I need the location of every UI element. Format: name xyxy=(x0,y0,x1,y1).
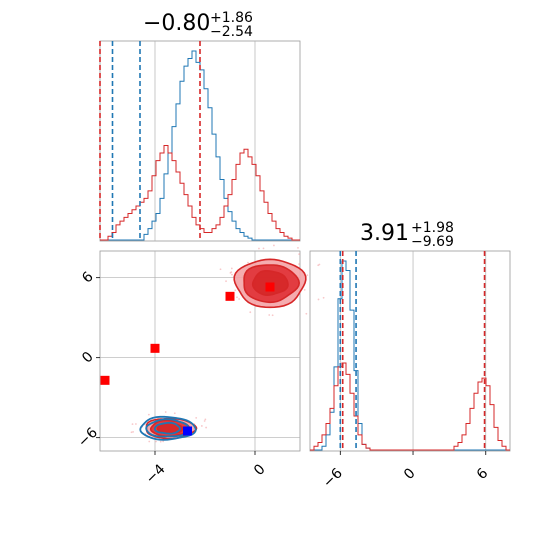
contour-levels xyxy=(139,258,307,441)
contour-bottom-left-panel: −6 0 6 −4 0 xyxy=(75,244,325,487)
scatter-dot xyxy=(195,416,198,419)
marker-point-3 xyxy=(100,375,110,385)
scatter-dot xyxy=(225,280,227,283)
scatter-dot xyxy=(164,411,167,413)
hist-top-left-grid xyxy=(154,41,256,241)
contour-ytick-label-2: 6 xyxy=(79,269,97,287)
scatter-dot xyxy=(298,263,301,265)
title-y-param: 3.91 +1.98 −9.69 xyxy=(360,220,454,250)
scatter-dot xyxy=(305,312,308,315)
scatter-dot xyxy=(273,244,275,247)
marker-point-2 xyxy=(150,343,160,353)
scatter-dot xyxy=(247,261,249,264)
title-x-param: −0.80 +1.86 −2.54 xyxy=(143,10,253,40)
scatter-dot xyxy=(249,311,252,314)
title-x-sup: +1.86 xyxy=(210,10,253,26)
scatter-dot xyxy=(155,440,157,443)
contour-x-ticks: −4 0 xyxy=(143,451,269,487)
scatter-dot xyxy=(159,440,162,443)
scatter-dot xyxy=(236,296,238,299)
hist1-series-red xyxy=(100,145,300,241)
scatter-dot xyxy=(303,288,306,291)
hist-bottom-right-panel: −6 0 6 3.91 +1.98 −9.69 xyxy=(309,220,511,491)
scatter-dot xyxy=(130,431,133,434)
scatter-dot xyxy=(322,296,325,299)
scatter-dot xyxy=(298,253,301,256)
scatter-dot xyxy=(131,423,134,426)
hist2-xtick-label-1: 0 xyxy=(401,465,419,483)
title-y-main: 3.91 xyxy=(360,221,409,246)
scatter-dot xyxy=(268,314,271,316)
hist-bottom-right-quantiles xyxy=(339,251,486,451)
hist-bottom-right-frame xyxy=(309,250,511,452)
scatter-dot xyxy=(271,314,274,317)
scatter-dot xyxy=(231,273,233,276)
hist2-xtick-label-2: 6 xyxy=(474,465,492,483)
hist-top-left-steps xyxy=(100,50,300,241)
contour-frame xyxy=(99,250,301,452)
marker-point-1 xyxy=(265,282,275,292)
scatter-dot xyxy=(135,423,137,425)
marker-point-4 xyxy=(183,426,192,436)
contour-markers xyxy=(100,282,275,436)
contour-xtick-label-0: −4 xyxy=(143,461,169,487)
scatter-dot xyxy=(297,247,299,249)
scatter-dot xyxy=(318,263,321,266)
scatter-dot xyxy=(204,418,207,421)
scatter-dot xyxy=(258,247,260,250)
contour-xtick-label-1: 0 xyxy=(251,461,269,479)
hist2-series-red xyxy=(310,362,510,451)
title-x-main: −0.80 xyxy=(143,11,210,36)
scatter-dot xyxy=(230,271,233,274)
title-x-sub: −2.54 xyxy=(210,24,253,40)
hist-bottom-right-steps xyxy=(310,260,510,451)
contour-blue-mode2-level2 xyxy=(154,421,181,435)
scatter-dot xyxy=(317,298,320,301)
scatter-dot xyxy=(148,440,151,443)
scatter-dot xyxy=(147,413,150,416)
scatter-dot xyxy=(205,426,208,429)
marker-point-0 xyxy=(225,291,235,301)
scatter-dot xyxy=(219,268,222,271)
title-y-sub: −9.69 xyxy=(411,234,454,250)
hist-bottom-right-x-ticks: −6 0 6 xyxy=(320,451,491,491)
contour-ytick-label-1: 0 xyxy=(79,349,97,367)
scatter-dot xyxy=(200,425,203,427)
scatter-dot xyxy=(132,430,134,433)
scatter-dot xyxy=(234,289,237,292)
title-y-sup: +1.98 xyxy=(411,220,454,236)
scatter-dot xyxy=(238,298,241,300)
contour-blue-mode2-level1 xyxy=(145,418,190,438)
contour-ytick-label-0: −6 xyxy=(75,425,101,451)
hist-top-left-quantiles xyxy=(99,41,201,241)
hist-top-left-panel: −0.80 +1.86 −2.54 xyxy=(99,10,301,242)
contour-y-ticks: −6 0 6 xyxy=(75,269,101,451)
scatter-dot xyxy=(230,267,233,270)
scatter-dot xyxy=(306,274,309,277)
hist2-xtick-label-0: −6 xyxy=(320,465,346,491)
scatter-dot xyxy=(262,247,265,250)
scatter-dot xyxy=(203,420,206,422)
contour-blue-mode2-level0 xyxy=(139,415,197,441)
hist-bottom-right-grid xyxy=(339,251,487,451)
scatter-dot xyxy=(162,440,165,443)
scatter-dot xyxy=(173,412,176,415)
hist1-series-blue xyxy=(100,50,300,241)
